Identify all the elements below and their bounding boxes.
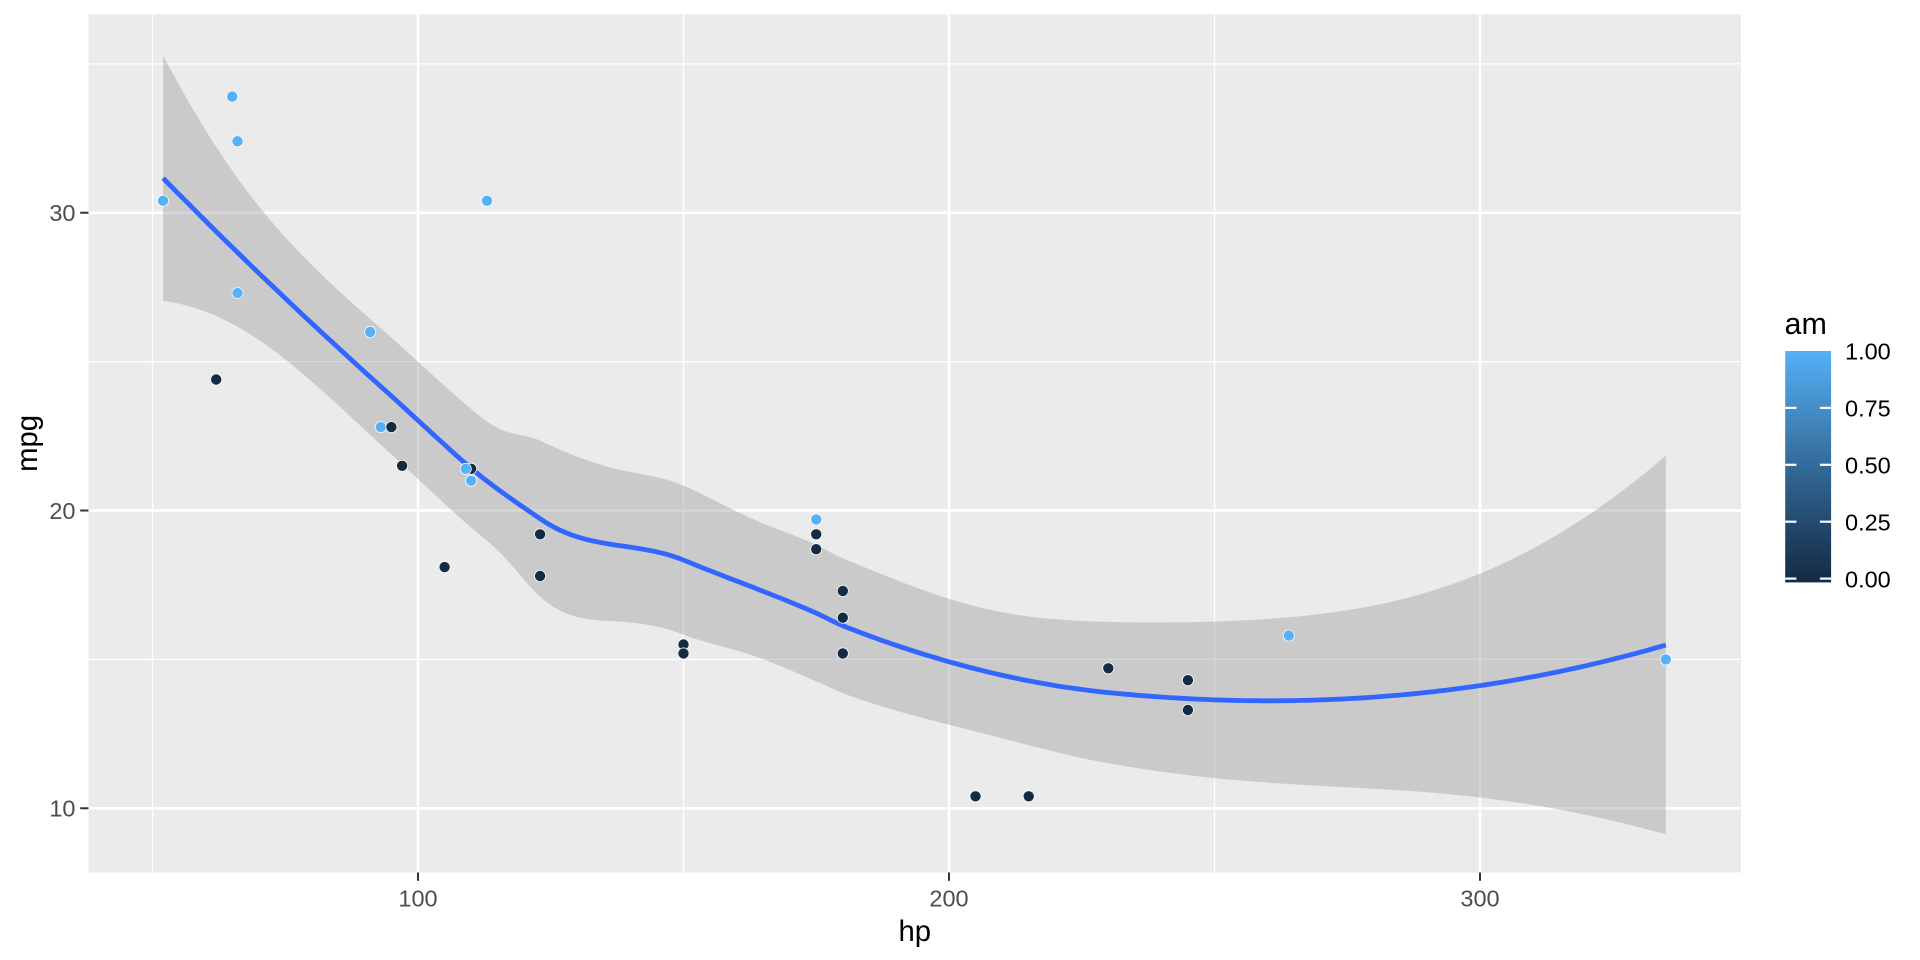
svg-text:20: 20 bbox=[49, 498, 75, 524]
svg-text:mpg: mpg bbox=[11, 415, 44, 472]
svg-text:0.75: 0.75 bbox=[1845, 396, 1891, 422]
svg-text:300: 300 bbox=[1460, 886, 1499, 912]
svg-text:100: 100 bbox=[398, 886, 437, 912]
svg-text:0.25: 0.25 bbox=[1845, 509, 1891, 535]
svg-text:10: 10 bbox=[49, 796, 75, 822]
svg-text:200: 200 bbox=[929, 886, 968, 912]
svg-text:am: am bbox=[1785, 307, 1827, 341]
svg-text:0.50: 0.50 bbox=[1845, 453, 1891, 479]
svg-text:hp: hp bbox=[899, 915, 932, 948]
svg-text:0.00: 0.00 bbox=[1845, 566, 1891, 592]
svg-text:1.00: 1.00 bbox=[1845, 339, 1891, 365]
svg-text:30: 30 bbox=[49, 200, 75, 226]
